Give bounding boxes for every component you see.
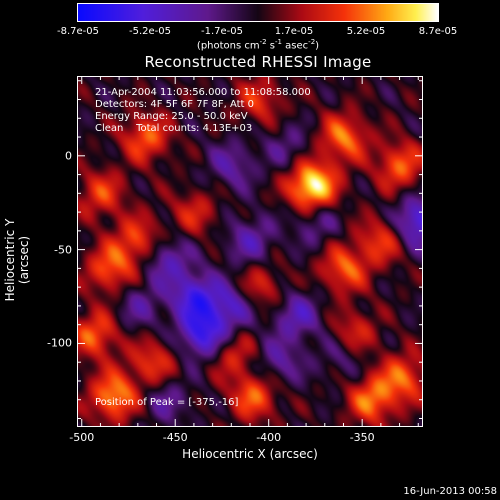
footer-timestamp: 16-Jun-2013 00:58 xyxy=(403,486,497,497)
x-tick-label: -400 xyxy=(256,431,282,444)
x-tick-label: -450 xyxy=(162,431,188,444)
heatmap-image xyxy=(78,77,422,426)
info-peak-position: Position of Peak = [-375,-16] xyxy=(95,397,239,408)
info-time-range: 21-Apr-2004 11:03:56.000 to 11:08:58.000 xyxy=(95,87,311,98)
info-total-counts: Clean Total counts: 4.13E+03 xyxy=(95,123,253,134)
plot-frame xyxy=(77,76,423,427)
colorbar-tick-label: 8.7e-05 xyxy=(418,26,458,37)
colorbar-units: (photons cm-2 s-1 asec-2) xyxy=(0,38,500,51)
x-axis-label: Heliocentric X (arcsec) xyxy=(182,447,318,461)
units-exp: -1 xyxy=(275,38,282,46)
units-text: (photons cm xyxy=(196,40,260,52)
colorbar-tick-label: 5.2e-05 xyxy=(346,26,386,37)
units-text: ) xyxy=(315,40,320,52)
colorbar-gradient xyxy=(77,3,439,22)
units-exp: -2 xyxy=(259,38,267,46)
colorbar-tick-label: -8.7e-05 xyxy=(57,26,99,37)
colorbar-tick-label: 1.7e-05 xyxy=(274,26,314,37)
colorbar-tick-label: -5.2e-05 xyxy=(129,26,171,37)
colorbar-tick-label: -1.7e-05 xyxy=(201,26,243,37)
y-axis-label: Heliocentric Y (arcsec) xyxy=(3,218,31,302)
y-tick-label: 0 xyxy=(65,149,72,163)
y-tick-label: -100 xyxy=(47,336,72,350)
x-tick-label: -500 xyxy=(69,431,95,444)
x-tick-label: -350 xyxy=(349,431,375,444)
units-text: s xyxy=(266,40,276,52)
info-detectors: Detectors: 4F 5F 6F 7F 8F, Att 0 xyxy=(95,99,255,110)
info-energy-range: Energy Range: 25.0 - 50.0 keV xyxy=(95,111,248,122)
units-text: asec xyxy=(282,40,309,52)
units-exp: -2 xyxy=(308,38,316,46)
chart-title: Reconstructed RHESSI Image xyxy=(144,53,372,71)
y-tick-label: -50 xyxy=(54,243,72,257)
